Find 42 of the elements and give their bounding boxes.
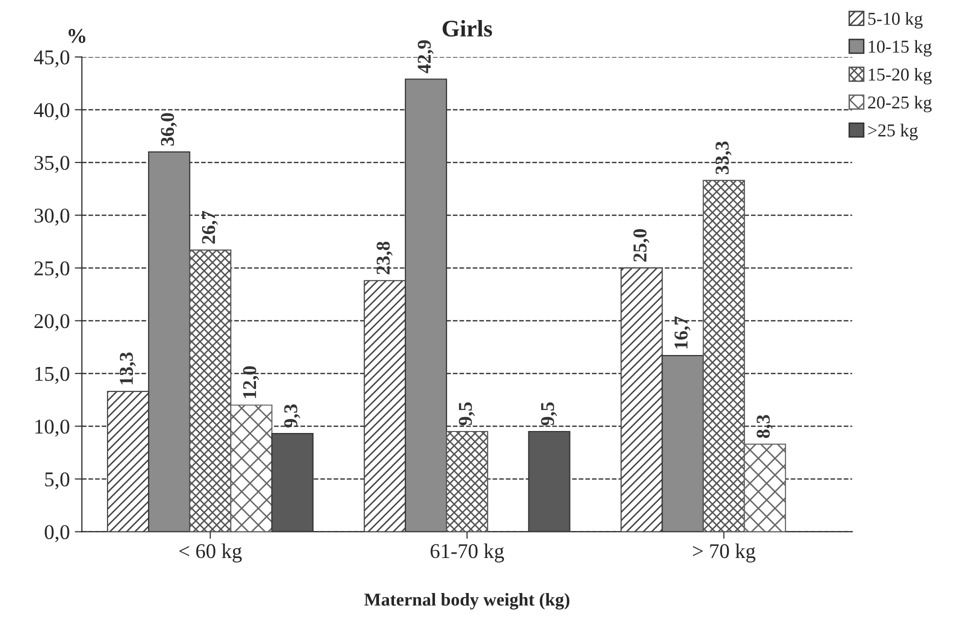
y-tick-label: 30,0 xyxy=(34,208,70,226)
data-label: 25,0 xyxy=(633,229,650,262)
y-tick-label: 35,0 xyxy=(34,156,70,173)
bar xyxy=(702,180,745,532)
legend-label: >25 kg xyxy=(868,124,918,140)
y-tick-label: 45,0 xyxy=(34,50,70,68)
y-tick-label: 15,0 xyxy=(35,366,70,384)
chart-title: Girls xyxy=(442,20,492,37)
legend-label: 20-25 kg xyxy=(868,96,932,112)
x-tick-label: > 70 kg xyxy=(692,544,756,562)
data-label: 42,9 xyxy=(418,40,434,74)
y-tick-label: 40,0 xyxy=(34,103,70,120)
bar xyxy=(620,267,663,532)
y-tick-label: 20,0 xyxy=(34,314,70,332)
data-label: 33,3 xyxy=(716,141,732,174)
data-label: 23,8 xyxy=(376,242,393,274)
data-label: 9,5 xyxy=(541,402,557,426)
bar xyxy=(662,354,704,532)
data-label: 12,0 xyxy=(243,366,260,398)
legend-label: 10-15 kg xyxy=(868,40,932,56)
data-label: 9,3 xyxy=(284,404,300,428)
y-tick-label: 25,0 xyxy=(34,261,70,278)
y-tick-label: 5,0 xyxy=(45,472,70,490)
x-tick-label: 61-70 kg xyxy=(430,544,504,562)
data-label: 9,5 xyxy=(458,402,475,426)
data-label: 8,3 xyxy=(756,414,773,438)
legend-label: 15-20 kg xyxy=(868,68,932,84)
x-tick-label: < 60 kg xyxy=(179,544,242,562)
data-label: 16,7 xyxy=(674,316,690,348)
legend-label: 5-10 kg xyxy=(868,12,923,29)
data-label: 36,0 xyxy=(160,113,177,146)
bar xyxy=(364,280,406,532)
x-axis-title: Maternal body weight (kg) xyxy=(364,593,570,610)
bar xyxy=(744,444,786,532)
y-tick-label: 0,0 xyxy=(44,525,70,542)
data-label: 13,3 xyxy=(120,352,136,384)
y-axis-title: % xyxy=(68,28,86,43)
bar xyxy=(446,430,488,532)
data-label: 26,7 xyxy=(202,210,218,244)
y-tick-label: 10,0 xyxy=(35,420,70,437)
bar xyxy=(106,390,150,532)
bar xyxy=(189,249,232,532)
